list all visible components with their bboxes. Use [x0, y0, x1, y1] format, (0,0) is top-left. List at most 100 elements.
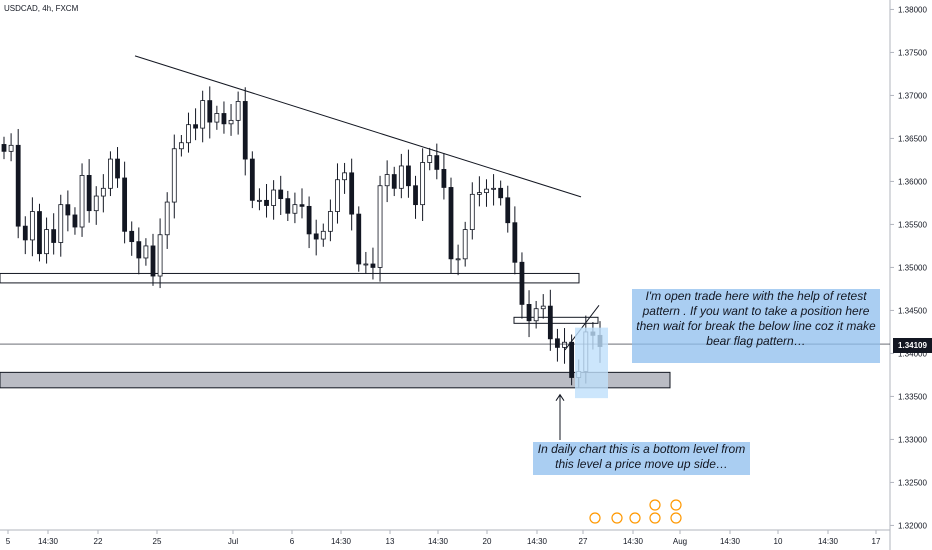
candle-bull: [335, 179, 340, 212]
candle-bear: [569, 341, 575, 378]
support-zone: [0, 272, 580, 284]
x-tick-label: 13: [386, 537, 395, 546]
economic-event-icon: [589, 512, 601, 524]
arrow-head: [555, 393, 565, 401]
candle-bear: [278, 189, 284, 200]
economic-event-icon: [670, 499, 682, 511]
x-tick-label: 14:30: [818, 537, 839, 546]
candle-bull: [143, 245, 149, 259]
candle-bull: [271, 189, 277, 206]
candle-bull: [469, 193, 475, 230]
candle-bull: [455, 258, 461, 261]
candle-bear: [193, 124, 198, 129]
candle-bear: [22, 225, 28, 241]
candle-bear: [249, 158, 255, 201]
candle-bear: [221, 113, 227, 125]
candle-bear: [264, 199, 269, 206]
y-tick-label: 1.32500: [898, 478, 927, 487]
candle-bull: [108, 158, 113, 189]
candle-bear: [349, 172, 355, 215]
x-tick-label: 14:30: [623, 537, 644, 546]
candle-bull: [58, 204, 64, 243]
candle-bull: [420, 162, 426, 206]
candle-bull: [540, 305, 546, 310]
x-tick-label: 10: [774, 537, 783, 546]
candle-bear: [441, 168, 447, 188]
candle-bull: [235, 101, 241, 121]
candle-bull: [462, 229, 468, 260]
candle-bear: [526, 304, 532, 322]
y-tick-label: 1.37500: [898, 48, 927, 57]
x-tick-label: 20: [483, 537, 492, 546]
candle-bull: [100, 187, 106, 197]
candle-bull: [186, 124, 191, 144]
candle-bear: [406, 165, 411, 187]
candle-bull: [8, 144, 14, 152]
y-tick-label: 1.36000: [898, 177, 927, 186]
y-tick-label: 1.38000: [898, 5, 927, 14]
candle-bull: [427, 155, 433, 163]
candle-bear: [150, 245, 156, 277]
annotation-retest[interactable]: I'm open trade here with the help of ret…: [632, 289, 880, 363]
candle-bear: [1, 144, 7, 152]
x-tick-label: 17: [872, 537, 881, 546]
economic-event-icon: [670, 512, 682, 524]
candle-bear: [434, 155, 440, 170]
y-tick-label: 1.33500: [898, 392, 927, 401]
candle-bear: [129, 230, 135, 243]
support-zone: [0, 371, 671, 389]
x-tick-label: 14:30: [38, 537, 59, 546]
x-tick-label: Aug: [673, 537, 687, 546]
x-tick-label: 5: [6, 537, 11, 546]
economic-event-icon: [629, 512, 641, 524]
y-tick-label: 1.36500: [898, 134, 927, 143]
candle-bear: [519, 261, 525, 305]
y-tick-label: 1.34000: [898, 349, 927, 358]
x-tick-label: 6: [290, 537, 295, 546]
candle-bull: [491, 187, 496, 190]
candle-bull: [342, 172, 347, 181]
candle-bull: [29, 211, 35, 241]
candle-bull: [164, 201, 170, 236]
candle-bull: [157, 234, 163, 277]
candle-bull: [228, 119, 234, 125]
x-tick-label: 25: [153, 537, 162, 546]
candle-bull: [214, 113, 220, 123]
candle-bear: [512, 222, 518, 263]
candle-bear: [242, 101, 248, 160]
candle-bear: [413, 185, 418, 206]
candle-bull: [171, 148, 177, 203]
economic-event-icon: [649, 499, 661, 511]
position-box: [575, 327, 608, 399]
candle-bull: [320, 230, 326, 240]
current-price-label: 1.34109: [893, 338, 932, 353]
candle-bull: [363, 263, 369, 266]
y-tick-label: 1.35000: [898, 263, 927, 272]
y-tick-label: 1.32000: [898, 521, 927, 530]
candle-bear: [65, 204, 71, 216]
support-zone: [513, 316, 599, 324]
candle-bear: [122, 177, 128, 232]
candle-bear: [72, 214, 78, 228]
candle-bull: [384, 174, 390, 187]
candle-bull: [44, 229, 49, 255]
candle-bear: [115, 158, 120, 179]
annotation-daily-bottom[interactable]: In daily chart this is a bottom level fr…: [533, 442, 750, 475]
candle-bear: [15, 144, 21, 227]
candle-bear: [285, 198, 291, 214]
x-tick-label: 27: [579, 537, 588, 546]
candle-bear: [86, 175, 92, 212]
candle-bear: [299, 204, 305, 207]
y-tick-label: 1.37000: [898, 91, 927, 100]
candle-bull: [292, 204, 298, 214]
candle-bull: [178, 142, 184, 150]
candle-bear: [313, 233, 319, 240]
candle-bull: [327, 211, 333, 232]
candle-bull: [562, 341, 567, 348]
candle-bull: [484, 188, 489, 194]
x-tick-label: Jul: [228, 537, 238, 546]
candle-bull: [200, 100, 206, 129]
candle-bull: [377, 185, 383, 268]
candle-bear: [207, 100, 213, 123]
